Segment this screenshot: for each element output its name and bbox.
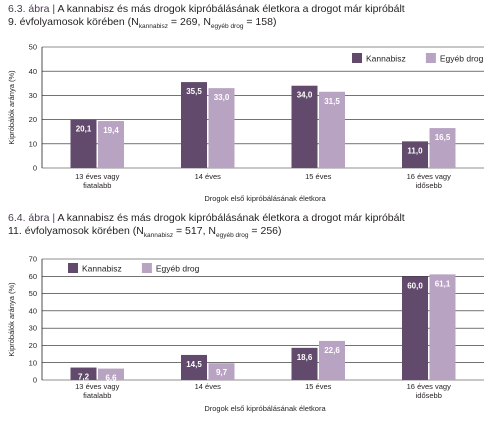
y-tick-label: 50 [29,289,37,298]
legend-swatch-egyeb-drog [141,263,152,273]
data-label: 35,5 [186,87,202,96]
title-separator: | [52,3,56,15]
y-tick-label: 70 [29,255,37,264]
x-category-label: fiatalabb [83,181,111,190]
data-label: 60,0 [407,281,423,290]
legend-label-kannabisz: Kannabisz [82,264,122,274]
figure-number: 6.3. ábra [8,3,50,15]
bar-egyeb-drog [98,121,124,168]
data-label: 22,6 [324,346,340,355]
figure-title-line1: 6.4. ábra | A kannabisz és más drogok ki… [8,212,405,225]
x-axis-title: Drogok első kipróbálásának életkora [204,404,326,413]
y-tick-label: 10 [29,358,37,367]
x-axis-title: Drogok első kipróbálásának életkora [204,194,326,203]
legend-swatch-kannabisz [68,263,78,273]
y-axis-title: Kipróbálók aránya (%) [7,282,16,357]
figure-title: A kannabisz és más drogok kipróbálásának… [57,212,405,224]
subtitle-sub-egyeb: egyéb drog [210,23,244,31]
legend-swatch-kannabisz [352,53,362,63]
y-tick-label: 30 [29,324,37,333]
data-label: 18,6 [297,353,313,362]
x-category-label: 14 éves [195,382,222,391]
legend-label-egyeb-drog: Egyéb drog [156,264,200,274]
bar-kannabisz [402,276,428,380]
bar-egyeb-drog [429,274,456,380]
subtitle-sub-kannabisz: kannabisz [138,23,169,31]
subtitle-text: 11. évfolyamosok körében (N [8,225,144,237]
x-category-label: 15 éves [305,172,332,181]
y-axis-title: Kipróbálók aránya (%) [7,70,16,145]
data-label: 19,4 [103,126,119,135]
y-tick-label: 0 [33,164,37,173]
data-label: 9,7 [216,368,228,377]
bar-egyeb-drog [98,368,124,380]
data-label: 33,0 [214,93,230,102]
y-tick-label: 10 [29,139,37,148]
y-tick-label: 30 [29,91,37,100]
bar-kannabisz [181,82,207,168]
subtitle-text: 9. évfolyamosok körében (N [8,16,139,28]
data-label: 14,5 [186,360,202,369]
data-label: 61,1 [435,279,451,288]
subtitle-sub-kannabisz: kannabisz [143,232,174,240]
y-tick-label: 60 [29,272,37,281]
figure-title: A kannabisz és más drogok kipróbálásának… [57,3,405,15]
y-tick-label: 50 [29,43,37,52]
figure-subtitle: 9. évfolyamosok körében (Nkannabisz = 26… [8,16,276,33]
bar-kannabisz [291,347,318,380]
bar-egyeb-drog [319,340,345,380]
legend-label-kannabisz: Kannabisz [366,54,406,64]
subtitle-text: = 517, N [173,225,216,237]
bar-chart-9th-grade: 0 10 20 30 40 50 Kipróbálók aránya (%) 20,1 19,4… [7,43,484,203]
figure-number: 6.4. ábra [8,212,50,224]
bar-egyeb-drog [319,91,345,168]
data-label: 31,5 [324,97,340,106]
figure-6-4: 6.4. ábra | A kannabisz és más drogok ki… [0,210,497,421]
y-tick-label: 20 [29,341,37,350]
figure-title-line1: 6.3. ábra | A kannabisz és más drogok ki… [8,3,405,16]
x-category-label: 15 éves [305,382,332,391]
bar-chart-11th-grade: 0 10 20 30 40 50 60 70 Kipróbálók aránya (%) 7,2 6… [7,255,484,413]
x-category-label: 16 éves vagy [407,382,451,391]
x-category-label: idősebb [416,181,442,190]
title-separator: | [52,212,56,224]
bar-egyeb-drog [208,88,235,168]
figure-6-3: 6.3. ábra | A kannabisz és más drogok ki… [0,0,497,207]
bar-egyeb-drog [208,363,235,380]
legend-label-egyeb-drog: Egyéb drog [440,54,484,64]
data-label: 16,5 [435,133,451,142]
bar-kannabisz [181,354,207,380]
bar-kannabisz [291,85,318,168]
data-label: 6,6 [105,374,117,383]
y-tick-label: 40 [29,306,37,315]
subtitle-sub-egyeb: egyéb drog [215,232,249,240]
y-tick-label: 40 [29,67,37,76]
x-category-label: fiatalabb [83,391,111,400]
data-label: 11,0 [407,146,423,155]
subtitle-text: = 269, N [168,16,211,28]
x-category-label: 13 éves vagy [75,382,119,391]
subtitle-text: = 256) [248,225,282,237]
x-category-label: 14 éves [195,172,222,181]
data-label: 34,0 [297,91,313,100]
legend-swatch-egyeb-drog [425,53,436,63]
data-label: 7,2 [78,373,90,382]
bar-egyeb-drog [429,128,456,168]
y-tick-label: 0 [33,376,37,385]
bar-kannabisz [70,367,97,380]
x-category-label: idősebb [416,391,442,400]
subtitle-text: = 158) [243,16,277,28]
bar-kannabisz [402,141,428,168]
x-category-label: 13 éves vagy [75,172,119,181]
bar-kannabisz [70,119,97,168]
data-label: 20,1 [76,124,92,133]
figure-subtitle: 11. évfolyamosok körében (Nkannabisz = 5… [8,225,282,242]
x-category-label: 16 éves vagy [407,172,451,181]
y-tick-label: 20 [29,115,37,124]
